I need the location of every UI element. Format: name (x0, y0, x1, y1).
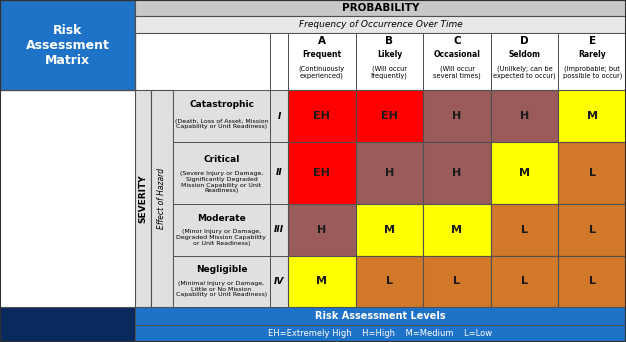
Bar (423, 255, 491, 307)
Text: Negligible: Negligible (196, 265, 247, 275)
Bar (288, 142, 356, 204)
Text: B: B (386, 36, 393, 46)
Bar (288, 255, 356, 307)
Text: L: L (521, 225, 528, 235)
Text: L: L (588, 276, 596, 286)
Text: Critical: Critical (203, 155, 240, 164)
Text: H: H (520, 111, 529, 121)
Text: (Minor Injury or Damage,
Degraded Mission Capability
or Unit Readiness): (Minor Injury or Damage, Degraded Missio… (177, 229, 267, 246)
Text: IV: IV (274, 277, 284, 286)
Text: (Continuously
experienced): (Continuously experienced) (299, 65, 345, 79)
Bar (356, 91, 423, 142)
Bar (135, 16, 626, 33)
Bar (270, 204, 288, 255)
Text: Effect of Hazard: Effect of Hazard (158, 168, 167, 229)
Text: Frequent: Frequent (302, 50, 341, 58)
Text: II: II (275, 169, 282, 177)
Text: A: A (318, 36, 326, 46)
Text: H: H (317, 225, 326, 235)
Bar (558, 142, 626, 204)
Bar (288, 204, 356, 255)
Bar (423, 33, 491, 91)
Text: (Severe Injury or Damage,
Significantly Degraded
Mission Capability or Unit
Read: (Severe Injury or Damage, Significantly … (180, 171, 263, 194)
Text: E: E (588, 36, 596, 46)
Text: M: M (451, 225, 463, 235)
Bar (0, 307, 135, 342)
Text: (Death, Loss of Asset, Mission
Capability or Unit Readiness): (Death, Loss of Asset, Mission Capabilit… (175, 119, 269, 130)
Bar (270, 33, 288, 91)
Text: EH: EH (381, 111, 398, 121)
Bar (135, 91, 151, 307)
Bar (151, 91, 173, 307)
Bar (491, 91, 558, 142)
Bar (558, 204, 626, 255)
Text: L: L (588, 225, 596, 235)
Text: H: H (453, 168, 461, 178)
Bar (0, 0, 135, 91)
Bar (270, 255, 288, 307)
Bar (356, 33, 423, 91)
Bar (423, 91, 491, 142)
Text: EH: EH (314, 111, 331, 121)
Bar (288, 91, 356, 142)
Text: III: III (274, 225, 284, 234)
Bar (356, 142, 423, 204)
Text: L: L (386, 276, 393, 286)
Bar (558, 91, 626, 142)
Text: M: M (519, 168, 530, 178)
Text: (Will occur
frequently): (Will occur frequently) (371, 65, 408, 79)
Bar (558, 255, 626, 307)
Text: EH: EH (314, 168, 331, 178)
Bar (270, 91, 288, 142)
Text: M: M (316, 276, 327, 286)
Text: Catastrophic: Catastrophic (189, 101, 254, 109)
Bar (491, 255, 558, 307)
Bar (135, 0, 626, 16)
Text: Likely: Likely (377, 50, 402, 58)
Bar (423, 204, 491, 255)
Bar (356, 255, 423, 307)
Text: I: I (277, 112, 280, 121)
Bar (558, 33, 626, 91)
Bar (356, 204, 423, 255)
Text: H: H (453, 111, 461, 121)
Text: L: L (453, 276, 461, 286)
Bar (270, 142, 288, 204)
Bar (491, 33, 558, 91)
Text: D: D (520, 36, 529, 46)
Text: Moderate: Moderate (197, 214, 246, 223)
Text: (Will occur
several times): (Will occur several times) (433, 65, 481, 79)
Text: Rarely: Rarely (578, 50, 606, 58)
Bar (173, 204, 270, 255)
Text: L: L (588, 168, 596, 178)
Text: Risk
Assessment
Matrix: Risk Assessment Matrix (26, 24, 110, 67)
Bar (173, 255, 270, 307)
Bar (423, 142, 491, 204)
Text: (Minimal Injury or Damage,
Little or No Mission
Capability or Unit Readiness): (Minimal Injury or Damage, Little or No … (176, 281, 267, 298)
Text: H: H (385, 168, 394, 178)
Text: Risk Assessment Levels: Risk Assessment Levels (315, 311, 446, 321)
Text: M: M (587, 111, 598, 121)
Text: Occasional: Occasional (434, 50, 480, 58)
Text: L: L (521, 276, 528, 286)
Bar (288, 33, 356, 91)
Text: SEVERITY: SEVERITY (138, 174, 148, 223)
Text: Seldom: Seldom (508, 50, 541, 58)
Bar (173, 91, 270, 142)
Text: Frequency of Occurrence Over Time: Frequency of Occurrence Over Time (299, 20, 463, 29)
Bar (491, 142, 558, 204)
Text: (Improbable; but
possible to occur): (Improbable; but possible to occur) (563, 65, 622, 79)
Text: PROBABILITY: PROBABILITY (342, 3, 419, 13)
Bar (173, 142, 270, 204)
Text: EH=Extremely High    H=High    M=Medium    L=Low: EH=Extremely High H=High M=Medium L=Low (269, 329, 493, 338)
Bar (491, 204, 558, 255)
Bar (135, 325, 626, 342)
Text: (Unlikely; can be
expected to occur): (Unlikely; can be expected to occur) (493, 65, 556, 79)
Bar (135, 307, 626, 325)
Text: M: M (384, 225, 395, 235)
Text: C: C (453, 36, 461, 46)
